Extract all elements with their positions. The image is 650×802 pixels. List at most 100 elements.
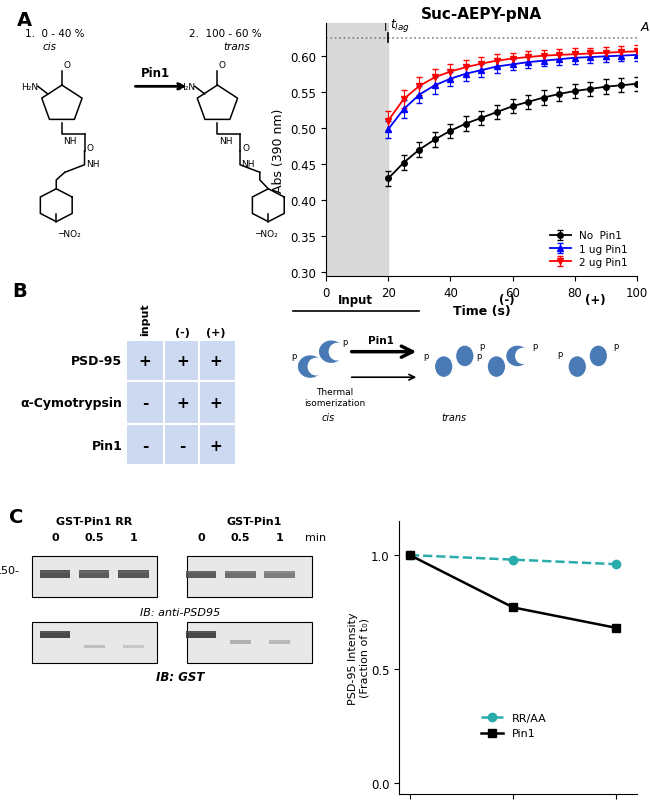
Text: A: A <box>18 11 32 30</box>
Bar <box>79 571 109 578</box>
Text: +: + <box>209 395 222 411</box>
Text: +: + <box>176 353 189 368</box>
Text: cis: cis <box>42 42 56 52</box>
Text: H₂N: H₂N <box>21 83 38 91</box>
Pin1 <box>612 623 620 633</box>
Bar <box>269 641 290 645</box>
Text: ─NO₂: ─NO₂ <box>255 230 278 239</box>
Text: C: C <box>9 508 23 527</box>
Bar <box>40 631 70 638</box>
Bar <box>186 631 216 634</box>
Ellipse shape <box>320 342 343 363</box>
Bar <box>32 557 157 597</box>
Pin1 <box>406 550 414 560</box>
Bar <box>118 571 149 573</box>
Text: +: + <box>138 353 151 368</box>
Text: IB: GST: IB: GST <box>155 670 204 683</box>
RR/AA <box>509 555 517 565</box>
Y-axis label: Abs (390 nm): Abs (390 nm) <box>272 108 285 192</box>
Text: B: B <box>12 282 27 301</box>
Text: Pin1: Pin1 <box>140 67 170 80</box>
Text: 0: 0 <box>51 533 59 542</box>
Text: 150-: 150- <box>0 565 20 575</box>
Text: IB: anti-PSD95: IB: anti-PSD95 <box>140 607 220 618</box>
Bar <box>187 557 311 597</box>
Text: -: - <box>142 438 148 453</box>
Text: NH: NH <box>63 136 77 145</box>
Text: (-): (-) <box>499 294 515 306</box>
Text: O: O <box>63 60 70 70</box>
X-axis label: Time (s): Time (s) <box>452 305 510 318</box>
Text: O: O <box>242 144 250 152</box>
Text: +: + <box>209 438 222 453</box>
Text: Input: Input <box>339 294 373 306</box>
Text: 2.  100 - 60 %: 2. 100 - 60 % <box>189 29 262 39</box>
Text: 1.  0 - 40 %: 1. 0 - 40 % <box>25 29 84 39</box>
Bar <box>127 342 235 465</box>
Bar <box>326 24 388 277</box>
Text: O: O <box>219 60 226 70</box>
Text: $t_{lag}$: $t_{lag}$ <box>390 17 410 34</box>
Bar <box>32 622 157 663</box>
Text: 0.5: 0.5 <box>84 533 104 542</box>
Ellipse shape <box>457 347 473 366</box>
Text: ─NO₂: ─NO₂ <box>58 230 81 239</box>
Bar <box>40 631 70 634</box>
Text: 1: 1 <box>276 533 283 542</box>
Text: p: p <box>343 337 348 346</box>
Ellipse shape <box>569 358 585 377</box>
Text: p: p <box>292 352 297 361</box>
Text: (+): (+) <box>205 327 225 338</box>
Title: Suc-AEPY-pNA: Suc-AEPY-pNA <box>421 6 542 22</box>
Text: trans: trans <box>223 42 250 52</box>
Legend: RR/AA, Pin1: RR/AA, Pin1 <box>476 709 551 743</box>
Ellipse shape <box>330 344 344 360</box>
Text: Pin1: Pin1 <box>92 439 122 452</box>
Ellipse shape <box>590 347 606 366</box>
Text: +: + <box>209 353 222 368</box>
Bar <box>226 571 255 578</box>
Text: -: - <box>179 438 186 453</box>
Bar <box>123 645 144 648</box>
Legend: No  Pin1, 1 ug Pin1, 2 ug Pin1: No Pin1, 1 ug Pin1, 2 ug Pin1 <box>545 227 632 272</box>
Ellipse shape <box>507 347 528 366</box>
Text: GST-Pin1: GST-Pin1 <box>227 516 282 526</box>
Line: RR/AA: RR/AA <box>406 551 621 569</box>
Text: p: p <box>557 350 562 358</box>
Text: Thermal: Thermal <box>316 387 354 397</box>
Bar <box>186 631 216 638</box>
Line: Pin1: Pin1 <box>406 551 621 632</box>
Text: input: input <box>140 302 150 335</box>
Bar <box>226 571 255 573</box>
Bar <box>186 571 216 573</box>
Bar <box>265 571 294 573</box>
Text: I: I <box>384 22 387 33</box>
Ellipse shape <box>298 357 322 378</box>
Bar <box>230 641 251 642</box>
Text: H₂N: H₂N <box>178 83 195 91</box>
Pin1 <box>509 603 517 613</box>
Text: p: p <box>476 352 482 361</box>
Text: min: min <box>304 533 326 542</box>
Bar <box>269 641 290 642</box>
RR/AA <box>612 560 620 569</box>
Text: O: O <box>87 144 94 152</box>
RR/AA <box>406 550 414 560</box>
Text: NH: NH <box>241 160 255 168</box>
Bar <box>186 571 216 578</box>
Text: 1: 1 <box>129 533 137 542</box>
Ellipse shape <box>436 358 452 377</box>
Bar <box>118 571 149 578</box>
Bar <box>265 571 294 578</box>
Text: p: p <box>480 342 485 350</box>
Text: (-): (-) <box>176 327 190 338</box>
Text: PSD-95: PSD-95 <box>72 354 122 367</box>
Bar <box>84 645 105 648</box>
Y-axis label: PSD-95 Intensity
(Fraction of t₀): PSD-95 Intensity (Fraction of t₀) <box>348 611 370 704</box>
Text: NH: NH <box>86 160 99 168</box>
Text: p: p <box>423 352 429 361</box>
Text: -: - <box>142 395 148 411</box>
Text: NH: NH <box>219 136 232 145</box>
Text: 0.5: 0.5 <box>231 533 250 542</box>
Text: p: p <box>532 342 538 350</box>
